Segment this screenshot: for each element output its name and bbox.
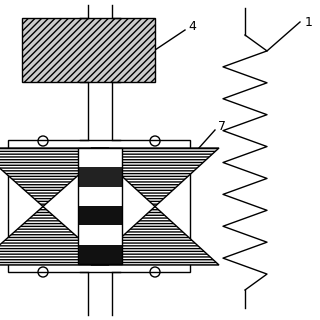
Text: 1: 1 [305, 15, 313, 28]
Bar [78, 167, 122, 187]
Text: 7: 7 [218, 119, 226, 132]
Bar [78, 206, 122, 225]
Polygon shape [91, 148, 219, 206]
Bar [78, 148, 122, 264]
Polygon shape [0, 148, 109, 206]
Bar [22, 18, 155, 82]
Bar [78, 245, 122, 264]
Polygon shape [91, 206, 219, 265]
Polygon shape [0, 206, 109, 265]
Text: 4: 4 [188, 20, 196, 33]
Bar [78, 225, 122, 245]
Bar [78, 187, 122, 206]
Bar [78, 148, 122, 167]
Bar [8, 140, 190, 272]
